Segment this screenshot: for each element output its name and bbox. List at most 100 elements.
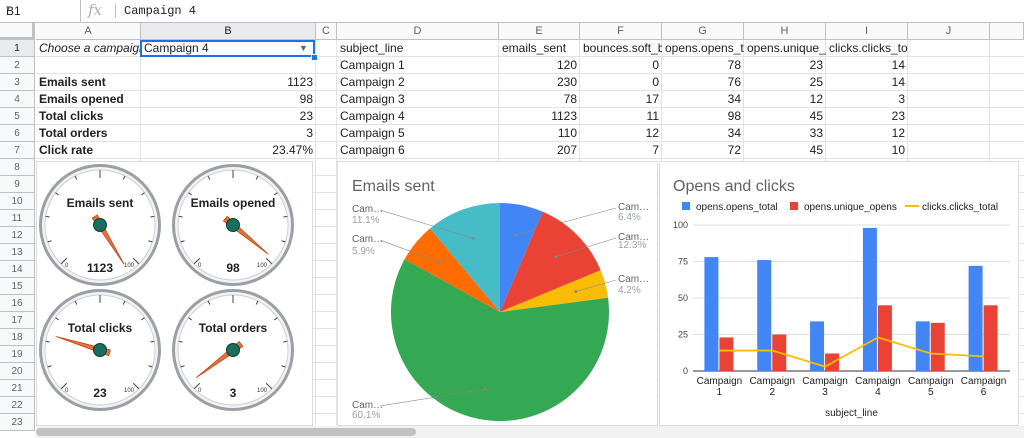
chevron-down-icon[interactable]: ▼ bbox=[299, 43, 308, 53]
row-header-12[interactable]: 12 bbox=[0, 227, 35, 244]
row-header-22[interactable]: 22 bbox=[0, 397, 35, 414]
x-tick-label: Campaign bbox=[697, 376, 743, 387]
table-row-label: Campaign 3 bbox=[340, 92, 405, 106]
gauge-value: 3 bbox=[230, 386, 237, 400]
row-header-8[interactable]: 8 bbox=[0, 159, 35, 176]
row-header-15[interactable]: 15 bbox=[0, 278, 35, 295]
row-header-9[interactable]: 9 bbox=[0, 176, 35, 193]
bar bbox=[968, 265, 983, 371]
row-header-16[interactable]: 16 bbox=[0, 295, 35, 312]
gauge-tick bbox=[47, 365, 52, 368]
gauge-value: 23 bbox=[93, 386, 107, 400]
pie-slice-label: Cam… bbox=[352, 204, 383, 215]
name-box-value: B1 bbox=[6, 4, 21, 18]
horizontal-scrollbar[interactable] bbox=[36, 426, 1024, 438]
name-box[interactable]: B1 ▾ bbox=[0, 0, 81, 22]
grid-line bbox=[336, 40, 337, 425]
grid-line bbox=[36, 107, 1024, 108]
gauge: 0 100 Total orders 3 bbox=[172, 289, 294, 411]
row-header-11[interactable]: 11 bbox=[0, 210, 35, 227]
gauge-max-label: 100 bbox=[124, 388, 135, 394]
formula-separator bbox=[115, 4, 116, 18]
pie-slice-percent: 4.2% bbox=[618, 285, 641, 296]
metric-value: 23.47% bbox=[272, 143, 313, 157]
formula-input[interactable]: Campaign 4 bbox=[124, 4, 197, 18]
column-header-h[interactable]: H bbox=[744, 23, 826, 40]
row-header-1[interactable]: 1 bbox=[0, 40, 35, 57]
column-header-c[interactable]: C bbox=[316, 23, 337, 40]
pie-leader-dot bbox=[483, 387, 487, 391]
row-header-17[interactable]: 17 bbox=[0, 312, 35, 329]
row-header-13[interactable]: 13 bbox=[0, 244, 35, 261]
row-header-21[interactable]: 21 bbox=[0, 380, 35, 397]
row-header-5[interactable]: 5 bbox=[0, 108, 35, 125]
gauge-tick bbox=[150, 340, 155, 343]
table-cell: 1123 bbox=[551, 109, 577, 123]
fill-handle[interactable] bbox=[311, 54, 318, 61]
pie-chart-panel[interactable]: Emails sent Cam… 6.4% Cam… 12.3% Cam… 4.2% Cam…… bbox=[337, 161, 658, 426]
table-cell: 0 bbox=[652, 75, 659, 89]
row-header-3[interactable]: 3 bbox=[0, 74, 35, 91]
row-header-2[interactable]: 2 bbox=[0, 57, 35, 74]
selected-cell-outline bbox=[140, 40, 315, 57]
column-header-d[interactable]: D bbox=[337, 23, 499, 40]
metric-value: 3 bbox=[306, 126, 313, 140]
gauge: 0 100 Total clicks 23 bbox=[39, 289, 161, 411]
pie-slice-label: Cam… bbox=[618, 202, 649, 213]
row-header-23[interactable]: 23 bbox=[0, 414, 35, 431]
bar bbox=[930, 322, 945, 371]
row-header-14[interactable]: 14 bbox=[0, 261, 35, 278]
bar bbox=[704, 257, 719, 371]
gauge-hub bbox=[93, 343, 107, 357]
gauge-panel[interactable]: 0 100 Emails sent 1123 0 100 Emails opened 98 0 1… bbox=[36, 161, 313, 426]
row-header-7[interactable]: 7 bbox=[0, 142, 35, 159]
table-cell: 34 bbox=[727, 126, 741, 140]
grid-line bbox=[36, 158, 1024, 159]
gauge-value: 98 bbox=[226, 261, 240, 275]
metric-label: Total orders bbox=[39, 126, 108, 140]
select-all-corner[interactable] bbox=[0, 23, 35, 40]
column-header-g[interactable]: G bbox=[662, 23, 744, 40]
x-tick-label: Campaign bbox=[749, 376, 795, 387]
gauge-tick bbox=[60, 382, 68, 390]
row-header-4[interactable]: 4 bbox=[0, 91, 35, 108]
campaign-dropdown[interactable]: Campaign 4 bbox=[144, 41, 209, 55]
grid-line bbox=[315, 40, 316, 425]
gauge-tick bbox=[60, 257, 68, 265]
table-row-label: Campaign 2 bbox=[340, 75, 405, 89]
column-header-b[interactable]: B bbox=[141, 23, 316, 40]
gauge-tick bbox=[283, 340, 288, 343]
pie-slice-label: Cam… bbox=[352, 400, 383, 411]
gauge-tick bbox=[255, 175, 259, 180]
column-header-f[interactable]: F bbox=[580, 23, 662, 40]
pie-slice bbox=[500, 203, 543, 312]
gauge-tick bbox=[281, 240, 286, 243]
scrollbar-thumb[interactable] bbox=[36, 428, 416, 436]
gauge-title: Total orders bbox=[199, 321, 268, 335]
legend-swatch bbox=[790, 202, 798, 210]
row-header-18[interactable]: 18 bbox=[0, 329, 35, 346]
gauge-tick bbox=[122, 300, 126, 305]
bar-chart-panel[interactable]: Opens and clicks opens.opens_total opens.u… bbox=[659, 161, 1019, 426]
column-header-j[interactable]: J bbox=[908, 23, 990, 40]
row-header-19[interactable]: 19 bbox=[0, 346, 35, 363]
table-cell: 45 bbox=[809, 109, 823, 123]
row-header-10[interactable]: 10 bbox=[0, 193, 35, 210]
gauge-tick bbox=[132, 382, 140, 390]
chevron-down-icon[interactable]: ▾ bbox=[6, 3, 11, 13]
pie-leader-dot bbox=[514, 233, 518, 237]
column-header-a[interactable]: A bbox=[36, 23, 141, 40]
row-header-20[interactable]: 20 bbox=[0, 363, 35, 380]
grid-line bbox=[36, 124, 1024, 125]
column-header-e[interactable]: E bbox=[499, 23, 580, 40]
bar bbox=[877, 305, 892, 371]
gauge-value: 1123 bbox=[87, 261, 113, 275]
gauge-min-label: 0 bbox=[65, 388, 69, 394]
column-header-i[interactable]: I bbox=[826, 23, 908, 40]
table-cell: 14 bbox=[891, 75, 905, 89]
gauge-tick bbox=[255, 300, 259, 305]
metric-value: 1123 bbox=[287, 75, 313, 89]
table-cell: 12 bbox=[809, 92, 823, 106]
row-header-6[interactable]: 6 bbox=[0, 125, 35, 142]
pie-slice-percent: 60.1% bbox=[352, 410, 380, 421]
